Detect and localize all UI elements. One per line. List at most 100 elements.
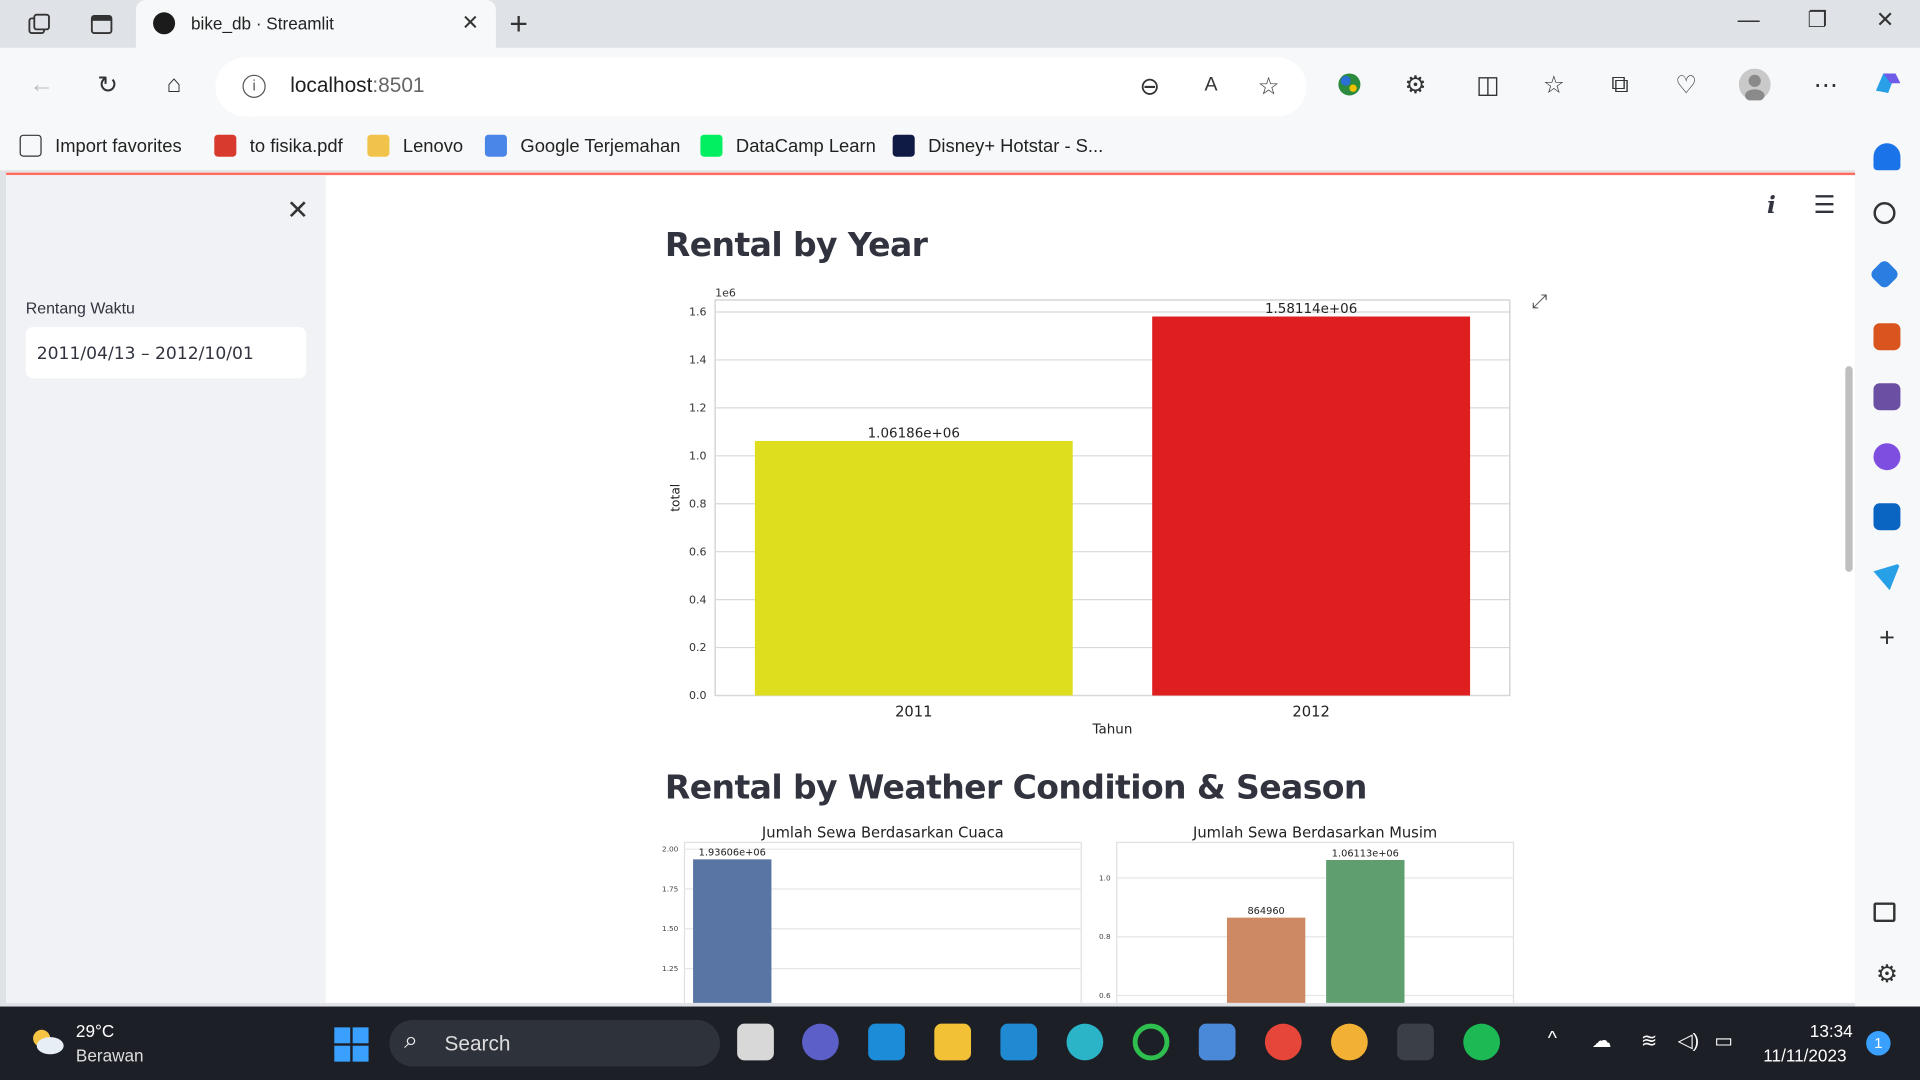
data-label: 1.06113e+06 xyxy=(1332,848,1399,859)
new-tab-icon[interactable]: + xyxy=(509,4,528,42)
page-scrollbar[interactable] xyxy=(1845,366,1853,572)
y-tick-label: 0.0 xyxy=(689,689,707,702)
weather-chart: Jumlah Sewa Berdasarkan Cuaca 1.25 1.50 1.7… xyxy=(662,825,1082,1003)
google-translate-icon xyxy=(484,134,507,157)
extensions-icon[interactable]: ⚙ xyxy=(1404,71,1427,99)
send-icon[interactable] xyxy=(1873,563,1901,591)
clock-time[interactable]: 13:34 xyxy=(1809,1021,1853,1041)
battery-icon[interactable]: ▭ xyxy=(1714,1031,1733,1052)
settings-icon[interactable]: ⚙ xyxy=(1875,961,1898,989)
bookmark-lenovo[interactable]: Lenovo xyxy=(367,134,463,157)
navigation-bar: ← ↻ ⌂ i localhost:8501 ⊖ A ☆ ⚙ ◫ ☆ ⧉ ♡ ⋯ xyxy=(0,47,1920,123)
plot-area xyxy=(1116,841,1515,1003)
fullscreen-icon[interactable]: ⤢ xyxy=(1531,291,1548,313)
y-axis-label: total xyxy=(669,484,683,512)
more-options-icon[interactable]: ⋯ xyxy=(1813,71,1838,99)
chrome-profile-icon[interactable] xyxy=(1331,1023,1368,1061)
pdf-icon xyxy=(214,134,237,157)
favorite-star-icon[interactable]: ☆ xyxy=(1257,72,1280,100)
refresh-icon[interactable]: ↻ xyxy=(97,71,119,99)
back-icon[interactable]: ← xyxy=(29,70,54,98)
tab-actions-icon[interactable] xyxy=(87,10,116,39)
bookmarks-bar: Import favorites to fisika.pdf Lenovo Go… xyxy=(0,122,1920,172)
task-view-icon[interactable] xyxy=(737,1023,774,1061)
edge-icon[interactable] xyxy=(1066,1023,1104,1061)
y-tick-label: 0.2 xyxy=(689,641,707,654)
temperature: 29°C xyxy=(75,1021,115,1041)
collections-icon[interactable]: ⧉ xyxy=(1611,70,1629,98)
read-aloud-icon[interactable]: A xyxy=(1204,74,1218,96)
bookmark-hotstar[interactable]: Disney+ Hotstar - S... xyxy=(892,134,1103,157)
microsoft365-icon[interactable] xyxy=(1873,443,1901,471)
clock-date[interactable]: 11/11/2023 xyxy=(1763,1045,1847,1066)
games-icon[interactable] xyxy=(1873,383,1901,411)
workspaces-icon[interactable] xyxy=(24,10,53,39)
datacamp-icon xyxy=(700,134,723,157)
bar xyxy=(693,859,772,1003)
weather-icon[interactable] xyxy=(27,1024,64,1058)
shopping-tag-icon[interactable] xyxy=(1868,258,1901,290)
add-icon[interactable]: + xyxy=(1879,622,1895,653)
chart-title: Jumlah Sewa Berdasarkan Musim xyxy=(1192,825,1437,842)
onedrive-icon[interactable]: ☁ xyxy=(1591,1031,1612,1052)
scale-label: 1e6 xyxy=(715,286,736,299)
zoom-out-icon[interactable]: ⊖ xyxy=(1139,72,1161,100)
home-icon[interactable]: ⌂ xyxy=(166,70,182,98)
main-menu-icon[interactable]: ☰ xyxy=(1813,192,1836,220)
profile-avatar[interactable] xyxy=(1738,68,1771,101)
section-title-weather-season: Rental by Weather Condition & Season xyxy=(664,768,1368,807)
taskbar-search[interactable]: ⌕ Search xyxy=(389,1020,721,1067)
file-explorer-icon[interactable] xyxy=(934,1023,972,1061)
bookmark-google-terjemahan[interactable]: Google Terjemahan xyxy=(484,134,680,157)
tools-icon[interactable] xyxy=(1873,323,1901,351)
terminal-icon[interactable] xyxy=(1397,1023,1434,1061)
extension-globe-icon[interactable] xyxy=(1333,69,1365,101)
split-screen-icon[interactable]: ◫ xyxy=(1476,71,1500,99)
restore-icon[interactable]: ❐ xyxy=(1807,7,1828,32)
info-icon[interactable]: i xyxy=(1766,192,1776,220)
loading-app-icon[interactable] xyxy=(1132,1023,1170,1061)
bookmark-datacamp[interactable]: DataCamp Learn xyxy=(700,134,876,157)
volume-icon[interactable]: ◁) xyxy=(1677,1031,1700,1052)
notepad-icon[interactable] xyxy=(1198,1023,1236,1061)
y-tick-label: 0.6 xyxy=(1099,991,1111,1000)
site-info-icon[interactable]: i xyxy=(242,74,266,98)
active-tab[interactable]: bike_db · Streamlit ✕ xyxy=(135,0,496,48)
wifi-icon[interactable]: ≋ xyxy=(1640,1031,1658,1052)
favorites-icon[interactable]: ☆ xyxy=(1542,71,1565,99)
sidebar-toggle-icon[interactable] xyxy=(1873,902,1896,923)
y-tick-label: 1.50 xyxy=(662,924,679,933)
y-tick-label: 1.4 xyxy=(689,354,707,367)
windows-start-icon[interactable] xyxy=(333,1026,370,1063)
teams-chat-icon[interactable] xyxy=(802,1023,839,1061)
x-tick-label: 2012 xyxy=(1292,703,1329,720)
notifications-icon[interactable] xyxy=(1873,143,1901,171)
copilot-icon[interactable] xyxy=(1869,67,1901,99)
rental-by-year-chart: 0.0 0.2 0.4 0.6 0.8 1.0 1.2 1.4 1.6 1e6 1.06186e+0… xyxy=(669,286,1511,737)
y-tick-label: 0.8 xyxy=(689,497,707,510)
close-tab-icon[interactable]: ✕ xyxy=(461,11,480,35)
y-tick-label: 1.6 xyxy=(689,306,707,319)
minimize-icon[interactable]: — xyxy=(1737,7,1760,32)
spotify-icon[interactable] xyxy=(1463,1023,1501,1061)
y-tick-label: 1.0 xyxy=(689,449,707,462)
windows-taskbar: 29°C Berawan ⌕ Search ^ ☁ ≋ ◁) ▭ 13:34 1… xyxy=(0,1006,1920,1080)
close-sidebar-icon[interactable]: ✕ xyxy=(286,194,310,226)
l-app-icon[interactable] xyxy=(868,1023,905,1061)
search-icon[interactable] xyxy=(1873,202,1896,225)
search-label: Search xyxy=(444,1032,511,1056)
bookmark-fisika-pdf[interactable]: to fisika.pdf xyxy=(214,134,343,157)
address-bar[interactable]: i localhost:8501 ⊖ A ☆ xyxy=(215,57,1307,117)
close-window-icon[interactable]: ✕ xyxy=(1875,7,1895,32)
y-tick-label: 2.00 xyxy=(662,845,679,854)
data-label: 1.93606e+06 xyxy=(699,848,766,859)
url-text[interactable]: localhost:8501 xyxy=(290,73,425,97)
date-range-input[interactable]: 2011/04/13 – 2012/10/01 xyxy=(25,326,307,379)
vscode-icon[interactable] xyxy=(1000,1023,1038,1061)
bookmark-import-favorites[interactable]: Import favorites xyxy=(19,134,182,157)
browser-essentials-icon[interactable]: ♡ xyxy=(1675,71,1698,99)
chevron-up-icon[interactable]: ^ xyxy=(1547,1028,1557,1050)
notification-badge[interactable]: 1 xyxy=(1866,1031,1891,1056)
chrome-icon[interactable] xyxy=(1264,1023,1302,1061)
outlook-icon[interactable] xyxy=(1873,503,1901,531)
